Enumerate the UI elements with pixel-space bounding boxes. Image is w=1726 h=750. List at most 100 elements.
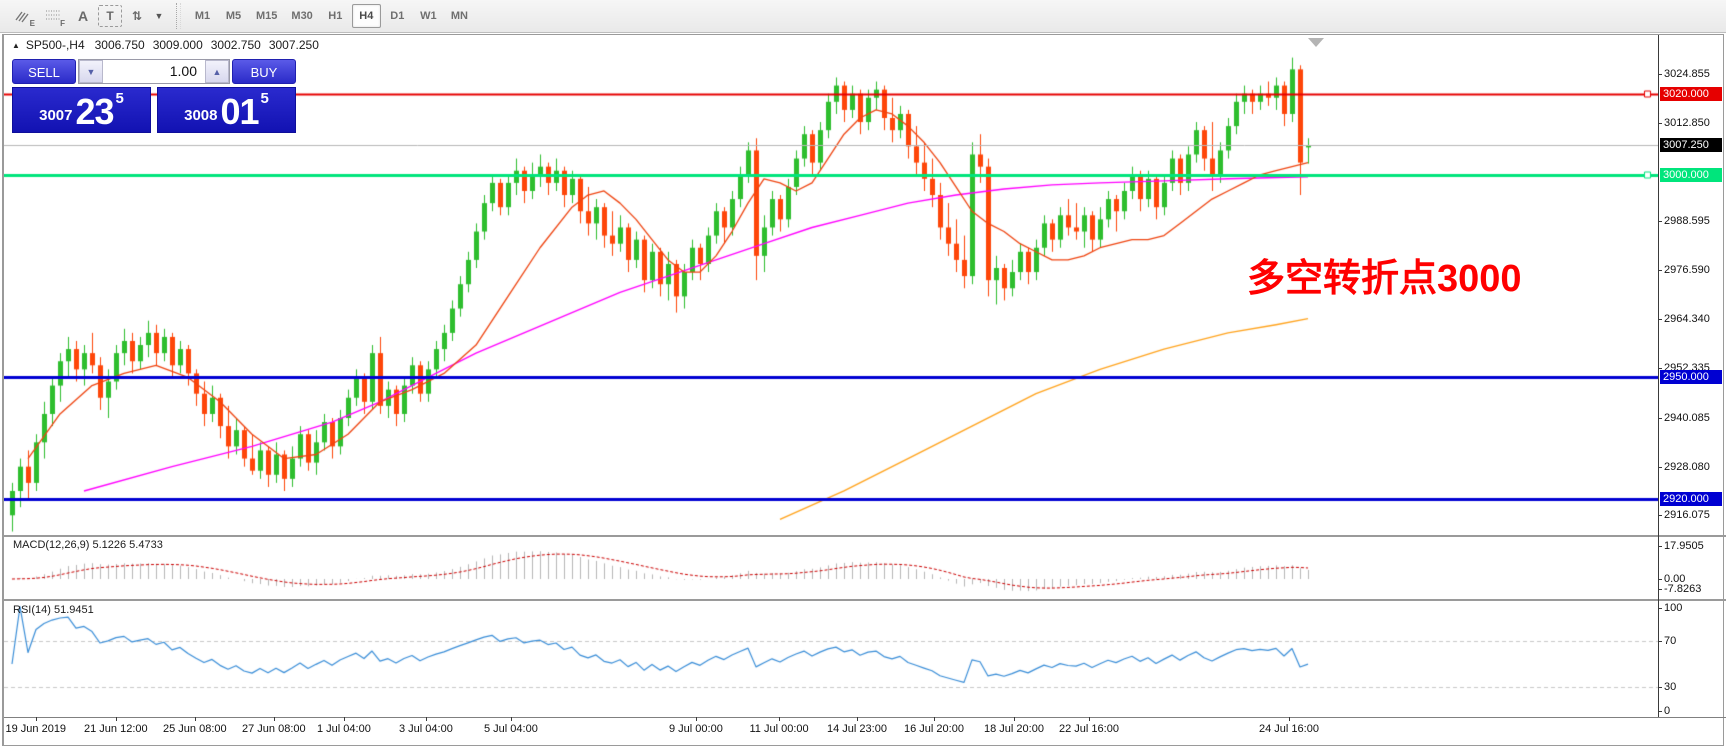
volume-decrease-button[interactable]: ▼ — [79, 60, 103, 83]
time-tick-mark — [934, 717, 935, 721]
price-badge-2950.000: 2950.000 — [1660, 370, 1722, 384]
timeframe-buttons: M1 M5 M15 M30 H1 H4 D1 W1 MN — [187, 4, 475, 28]
time-tick-mark — [779, 717, 780, 721]
chart-header: ▲ SP500-,H4 3006.750 3009.000 3002.750 3… — [12, 38, 327, 52]
rsi-tick-mark — [1658, 687, 1662, 688]
time-tick-label: 24 Jul 16:00 — [1259, 723, 1319, 735]
timeframe-mn[interactable]: MN — [445, 4, 474, 28]
sell-button[interactable]: SELL — [12, 59, 76, 84]
timeframe-h4[interactable]: H4 — [351, 4, 381, 28]
price-tick-mark — [1658, 368, 1662, 369]
price-tick-label: 2940.085 — [1664, 412, 1710, 424]
time-tick-label: 11 Jul 00:00 — [749, 723, 809, 735]
price-tick-label: 2964.340 — [1664, 313, 1710, 325]
time-tick-label: 27 Jun 08:00 — [242, 723, 306, 735]
grid-f-icon[interactable]: F — [38, 3, 68, 29]
caret-down-icon[interactable]: ▼ — [154, 11, 164, 21]
trade-controls-row: SELL ▼ 1.00 ▲ BUY — [12, 59, 296, 85]
macd-tick-mark — [1658, 579, 1662, 580]
price-tick-mark — [1658, 270, 1662, 271]
rsi-tick-label: 70 — [1664, 635, 1677, 647]
macd-tick-mark — [1658, 589, 1662, 590]
price-tick-label: 3012.850 — [1664, 117, 1710, 129]
sell-price-main: 3007 — [39, 107, 73, 124]
rsi-indicator-label: RSI(14) 51.9451 — [13, 604, 94, 616]
sell-price-big: 23 — [75, 91, 114, 132]
time-tick-mark — [195, 717, 196, 721]
arrange-arrows-icon[interactable]: ⇅ — [131, 9, 143, 23]
price-tick-label: 2928.080 — [1664, 461, 1710, 473]
volume-input[interactable]: 1.00 — [169, 63, 197, 79]
timeframe-m15[interactable]: M15 — [250, 4, 283, 28]
close-value: 3007.250 — [268, 38, 319, 52]
chart-canvas[interactable] — [4, 35, 1658, 745]
time-tick-mark — [857, 717, 858, 721]
macd-pane-separator[interactable] — [4, 535, 1726, 537]
time-tick-mark — [274, 717, 275, 721]
time-tick-label: 22 Jul 16:00 — [1059, 723, 1119, 735]
rsi-pane-separator[interactable] — [4, 599, 1726, 601]
timeframe-m1[interactable]: M1 — [188, 4, 217, 28]
macd-tick-mark — [1658, 546, 1662, 547]
low-value: 3002.750 — [210, 38, 261, 52]
price-tick-mark — [1658, 515, 1662, 516]
buy-price-panel[interactable]: 3008 01 5 — [157, 87, 296, 133]
symbol-label: SP500-,H4 — [25, 38, 85, 52]
time-tick-mark — [344, 717, 345, 721]
price-badge-3020.000: 3020.000 — [1660, 87, 1722, 101]
time-tick-label: 19 Jun 2019 — [5, 723, 67, 735]
toolbar-separator — [176, 3, 181, 29]
time-tick-label: 16 Jul 20:00 — [904, 723, 964, 735]
price-tick-mark — [1658, 123, 1662, 124]
chart-shift-triangle-icon[interactable] — [1308, 38, 1324, 47]
price-tick-mark — [1658, 418, 1662, 419]
time-tick-mark — [116, 717, 117, 721]
macd-tick-label: 17.9505 — [1664, 540, 1704, 552]
time-tick-label: 5 Jul 04:00 — [484, 723, 538, 735]
time-tick-mark — [426, 717, 427, 721]
timeframe-h1[interactable]: H1 — [321, 4, 350, 28]
buy-price-sup: 5 — [260, 90, 269, 107]
expert-chart-icon[interactable]: E — [8, 3, 38, 29]
rsi-tick-label: 0 — [1664, 705, 1671, 717]
price-tick-label: 2916.075 — [1664, 509, 1710, 521]
time-tick-label: 25 Jun 08:00 — [163, 723, 227, 735]
price-badge-3000.000: 3000.000 — [1660, 168, 1722, 182]
time-tick-label: 14 Jul 23:00 — [827, 723, 887, 735]
buy-price-big: 01 — [220, 91, 259, 132]
time-tick-label: 18 Jul 20:00 — [984, 723, 1044, 735]
time-axis-separator — [4, 717, 1726, 718]
time-tick-label: 1 Jul 04:00 — [317, 723, 371, 735]
macd-indicator-label: MACD(12,26,9) 5.1226 5.4733 — [13, 539, 163, 551]
buy-button[interactable]: BUY — [232, 59, 296, 84]
sell-price-panel[interactable]: 3007 23 5 — [12, 87, 151, 133]
text-box-icon[interactable]: T — [98, 5, 122, 27]
volume-increase-button[interactable]: ▲ — [205, 60, 229, 83]
timeframe-m30[interactable]: M30 — [285, 4, 318, 28]
timeframe-w1[interactable]: W1 — [414, 4, 443, 28]
price-tick-mark — [1658, 74, 1662, 75]
timeframe-m5[interactable]: M5 — [219, 4, 248, 28]
high-value: 3009.000 — [152, 38, 203, 52]
rsi-tick-label: 100 — [1664, 602, 1683, 614]
time-tick-mark — [696, 717, 697, 721]
price-tick-label: 2988.595 — [1664, 215, 1710, 227]
rsi-tick-mark — [1658, 608, 1662, 609]
chart-text-annotation[interactable]: 多空转折点3000 — [1247, 258, 1522, 300]
text-label-icon[interactable]: A — [77, 8, 89, 24]
open-value: 3006.750 — [94, 38, 145, 52]
time-tick-label: 9 Jul 00:00 — [669, 723, 723, 735]
price-badge-3007.250: 3007.250 — [1660, 138, 1722, 152]
volume-stepper: ▼ 1.00 ▲ — [78, 59, 230, 84]
time-tick-label: 21 Jun 12:00 — [84, 723, 148, 735]
time-tick-mark — [36, 717, 37, 721]
time-tick-mark — [1089, 717, 1090, 721]
macd-tick-label: -7.8263 — [1664, 583, 1702, 595]
one-click-trade-panel: SELL ▼ 1.00 ▲ BUY 3007 23 5 3008 01 5 — [12, 59, 296, 133]
price-badge-2920.000: 2920.000 — [1660, 492, 1722, 506]
price-tick-mark — [1658, 467, 1662, 468]
timeframe-d1[interactable]: D1 — [383, 4, 412, 28]
collapse-triangle-icon[interactable]: ▲ — [12, 40, 20, 50]
price-tick-label: 2976.590 — [1664, 264, 1710, 276]
